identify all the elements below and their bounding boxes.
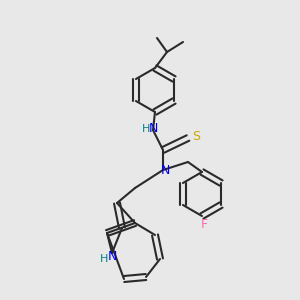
Text: N: N (148, 122, 158, 136)
Text: H: H (100, 254, 108, 264)
Text: F: F (200, 218, 208, 232)
Text: S: S (192, 130, 200, 143)
Text: N: N (160, 164, 170, 176)
Text: N: N (107, 250, 117, 262)
Text: H: H (142, 124, 150, 134)
